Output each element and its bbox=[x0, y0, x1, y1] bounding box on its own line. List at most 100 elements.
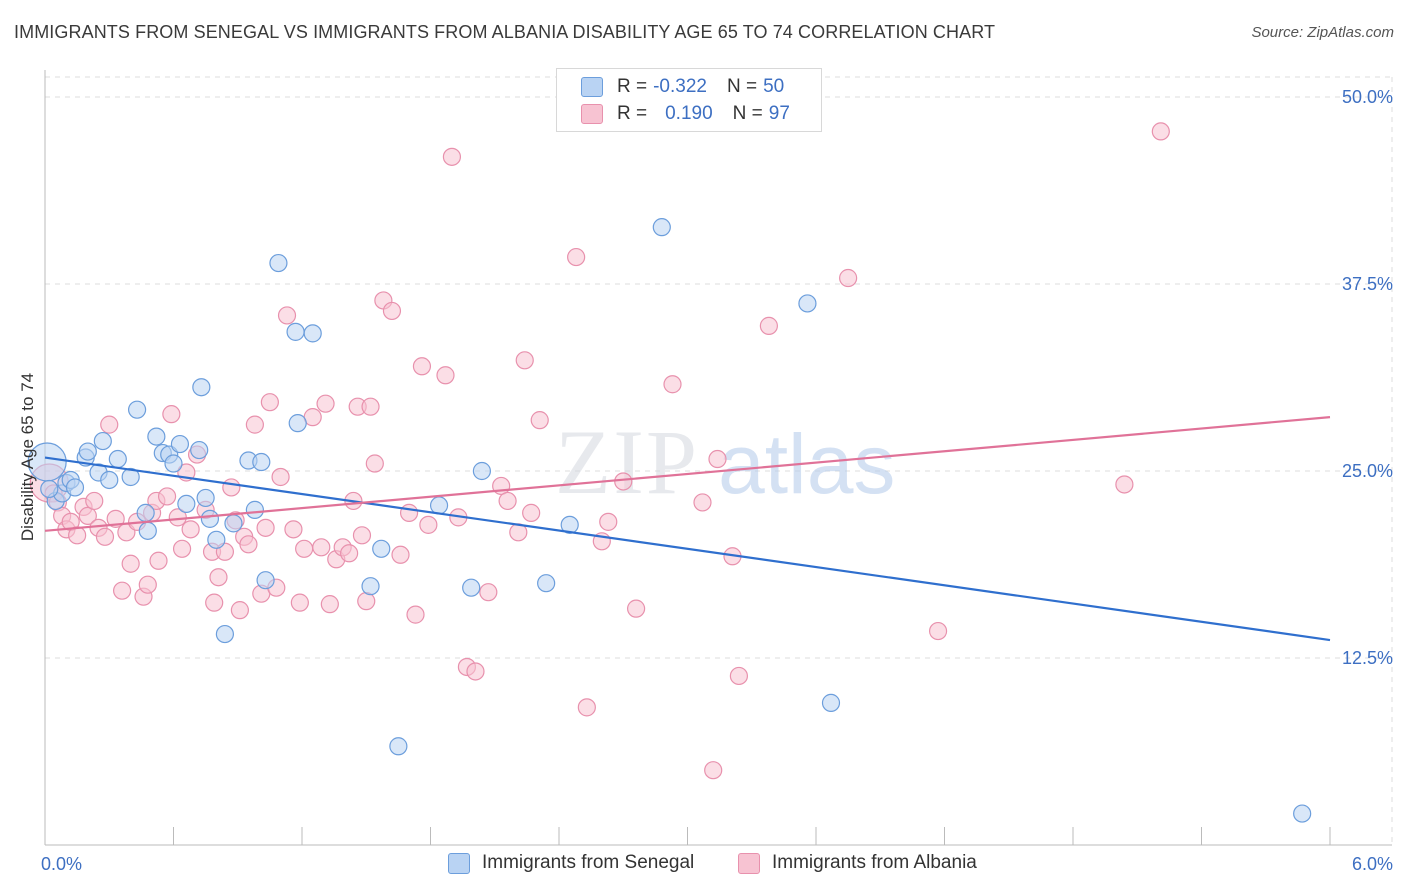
albania-point-67 bbox=[406, 605, 425, 624]
senegal-r-label: R = bbox=[617, 76, 648, 97]
albania-trend-line bbox=[44, 416, 1331, 532]
legend-row-albania: R = 0.190 N = 97 bbox=[581, 101, 790, 127]
albania-point-86 bbox=[614, 472, 633, 491]
albania-point-6 bbox=[68, 526, 87, 545]
bottom-albania-label: Immigrants from Albania bbox=[772, 852, 977, 873]
bottom-legend-albania: Immigrants from Albania bbox=[738, 852, 977, 874]
source-label: Source: ZipAtlas.com bbox=[1251, 24, 1394, 41]
albania-point-32 bbox=[205, 593, 224, 612]
senegal-r-value: -0.322 bbox=[653, 76, 707, 97]
senegal-point-26 bbox=[207, 530, 226, 549]
albania-point-14 bbox=[112, 581, 132, 600]
senegal-point-7 bbox=[78, 442, 97, 461]
y-tick-label-2: 37.5% bbox=[1342, 274, 1393, 294]
senegal-point-5 bbox=[65, 478, 85, 497]
senegal-point-30 bbox=[245, 500, 264, 519]
albania-point-39 bbox=[239, 535, 258, 554]
senegal-point-35 bbox=[288, 414, 307, 433]
senegal-point-44 bbox=[560, 515, 579, 534]
senegal-point-49 bbox=[40, 479, 59, 499]
senegal-point-47 bbox=[821, 693, 841, 712]
albania-point-19 bbox=[138, 575, 157, 594]
senegal-point-31 bbox=[252, 452, 271, 472]
senegal-point-12 bbox=[121, 467, 140, 487]
albania-point-16 bbox=[121, 554, 140, 573]
senegal-point-23 bbox=[192, 378, 211, 397]
bottom-legend-senegal: Immigrants from Senegal bbox=[448, 852, 694, 874]
albania-point-66 bbox=[399, 503, 419, 522]
senegal-point-11 bbox=[108, 449, 127, 469]
senegal-point-37 bbox=[361, 577, 380, 596]
albania-point-88 bbox=[663, 375, 682, 394]
albania-point-70 bbox=[436, 366, 455, 385]
albania-point-69 bbox=[419, 515, 438, 534]
senegal-point-32 bbox=[256, 571, 275, 590]
albania-point-98 bbox=[1151, 122, 1170, 141]
senegal-n-value: 50 bbox=[763, 76, 785, 97]
senegal-point-21 bbox=[177, 494, 196, 514]
albania-swatch bbox=[581, 104, 603, 124]
albania-point-82 bbox=[567, 247, 586, 267]
albania-point-65 bbox=[391, 545, 410, 564]
gridlines bbox=[45, 76, 1393, 845]
albania-n-value: 97 bbox=[768, 103, 790, 124]
albania-point-83 bbox=[577, 698, 596, 717]
senegal-point-20 bbox=[170, 434, 190, 454]
senegal-point-39 bbox=[389, 737, 408, 756]
albania-point-11 bbox=[95, 527, 115, 546]
senegal-n-label: N = bbox=[726, 76, 758, 97]
albania-point-71 bbox=[442, 147, 462, 166]
senegal-point-41 bbox=[462, 578, 481, 597]
albania-point-68 bbox=[412, 357, 432, 376]
y-axis-label: Disability Age 65 to 74 bbox=[18, 372, 37, 542]
albania-point-91 bbox=[708, 449, 727, 469]
senegal-trend-line bbox=[44, 456, 1331, 642]
albania-point-9 bbox=[85, 491, 104, 511]
albania-point-24 bbox=[162, 405, 181, 424]
senegal-point-48 bbox=[1293, 804, 1312, 823]
senegal-point-43 bbox=[537, 574, 556, 593]
albania-point-80 bbox=[522, 503, 541, 522]
senegal-point-33 bbox=[269, 253, 288, 273]
series-senegal-points bbox=[27, 218, 1312, 823]
x-tick-label-0: 0.0% bbox=[41, 854, 82, 874]
albania-point-26 bbox=[172, 539, 192, 558]
albania-point-74 bbox=[466, 662, 485, 681]
albania-point-22 bbox=[149, 551, 168, 570]
albania-point-85 bbox=[599, 512, 618, 531]
albania-point-52 bbox=[316, 394, 335, 413]
albania-point-23 bbox=[157, 487, 177, 506]
trend-lines bbox=[44, 416, 1331, 642]
y-tick-label-3: 50.0% bbox=[1342, 87, 1393, 107]
albania-point-64 bbox=[382, 301, 402, 321]
tick-labels: 12.5% 25.0% 37.5% 50.0% 0.0% 6.0% bbox=[41, 87, 1393, 874]
albania-point-61 bbox=[361, 397, 380, 416]
albania-point-59 bbox=[352, 526, 372, 545]
y-tick-label-1: 25.0% bbox=[1342, 461, 1393, 481]
bottom-senegal-swatch bbox=[448, 852, 470, 874]
albania-point-79 bbox=[515, 351, 534, 370]
senegal-point-19 bbox=[164, 454, 183, 473]
albania-point-87 bbox=[626, 599, 646, 618]
senegal-point-34 bbox=[286, 322, 305, 341]
albania-point-46 bbox=[277, 306, 297, 325]
senegal-point-10 bbox=[100, 470, 119, 490]
senegal-point-45 bbox=[652, 218, 671, 237]
senegal-point-22 bbox=[190, 440, 209, 460]
senegal-swatch bbox=[581, 77, 603, 97]
albania-point-33 bbox=[209, 568, 228, 587]
bottom-albania-swatch bbox=[738, 852, 760, 874]
albania-r-label: R = bbox=[617, 103, 648, 124]
albania-point-60 bbox=[357, 592, 376, 611]
senegal-point-16 bbox=[147, 427, 166, 446]
albania-point-45 bbox=[271, 467, 290, 487]
albania-point-90 bbox=[704, 761, 723, 780]
chart-title: IMMIGRANTS FROM SENEGAL VS IMMIGRANTS FR… bbox=[14, 22, 996, 42]
albania-point-95 bbox=[839, 268, 858, 288]
albania-point-35 bbox=[222, 478, 241, 497]
albania-point-77 bbox=[498, 491, 517, 511]
albania-point-62 bbox=[365, 454, 384, 473]
senegal-point-36 bbox=[303, 324, 322, 343]
albania-point-43 bbox=[260, 393, 279, 412]
albania-point-97 bbox=[1115, 475, 1134, 494]
